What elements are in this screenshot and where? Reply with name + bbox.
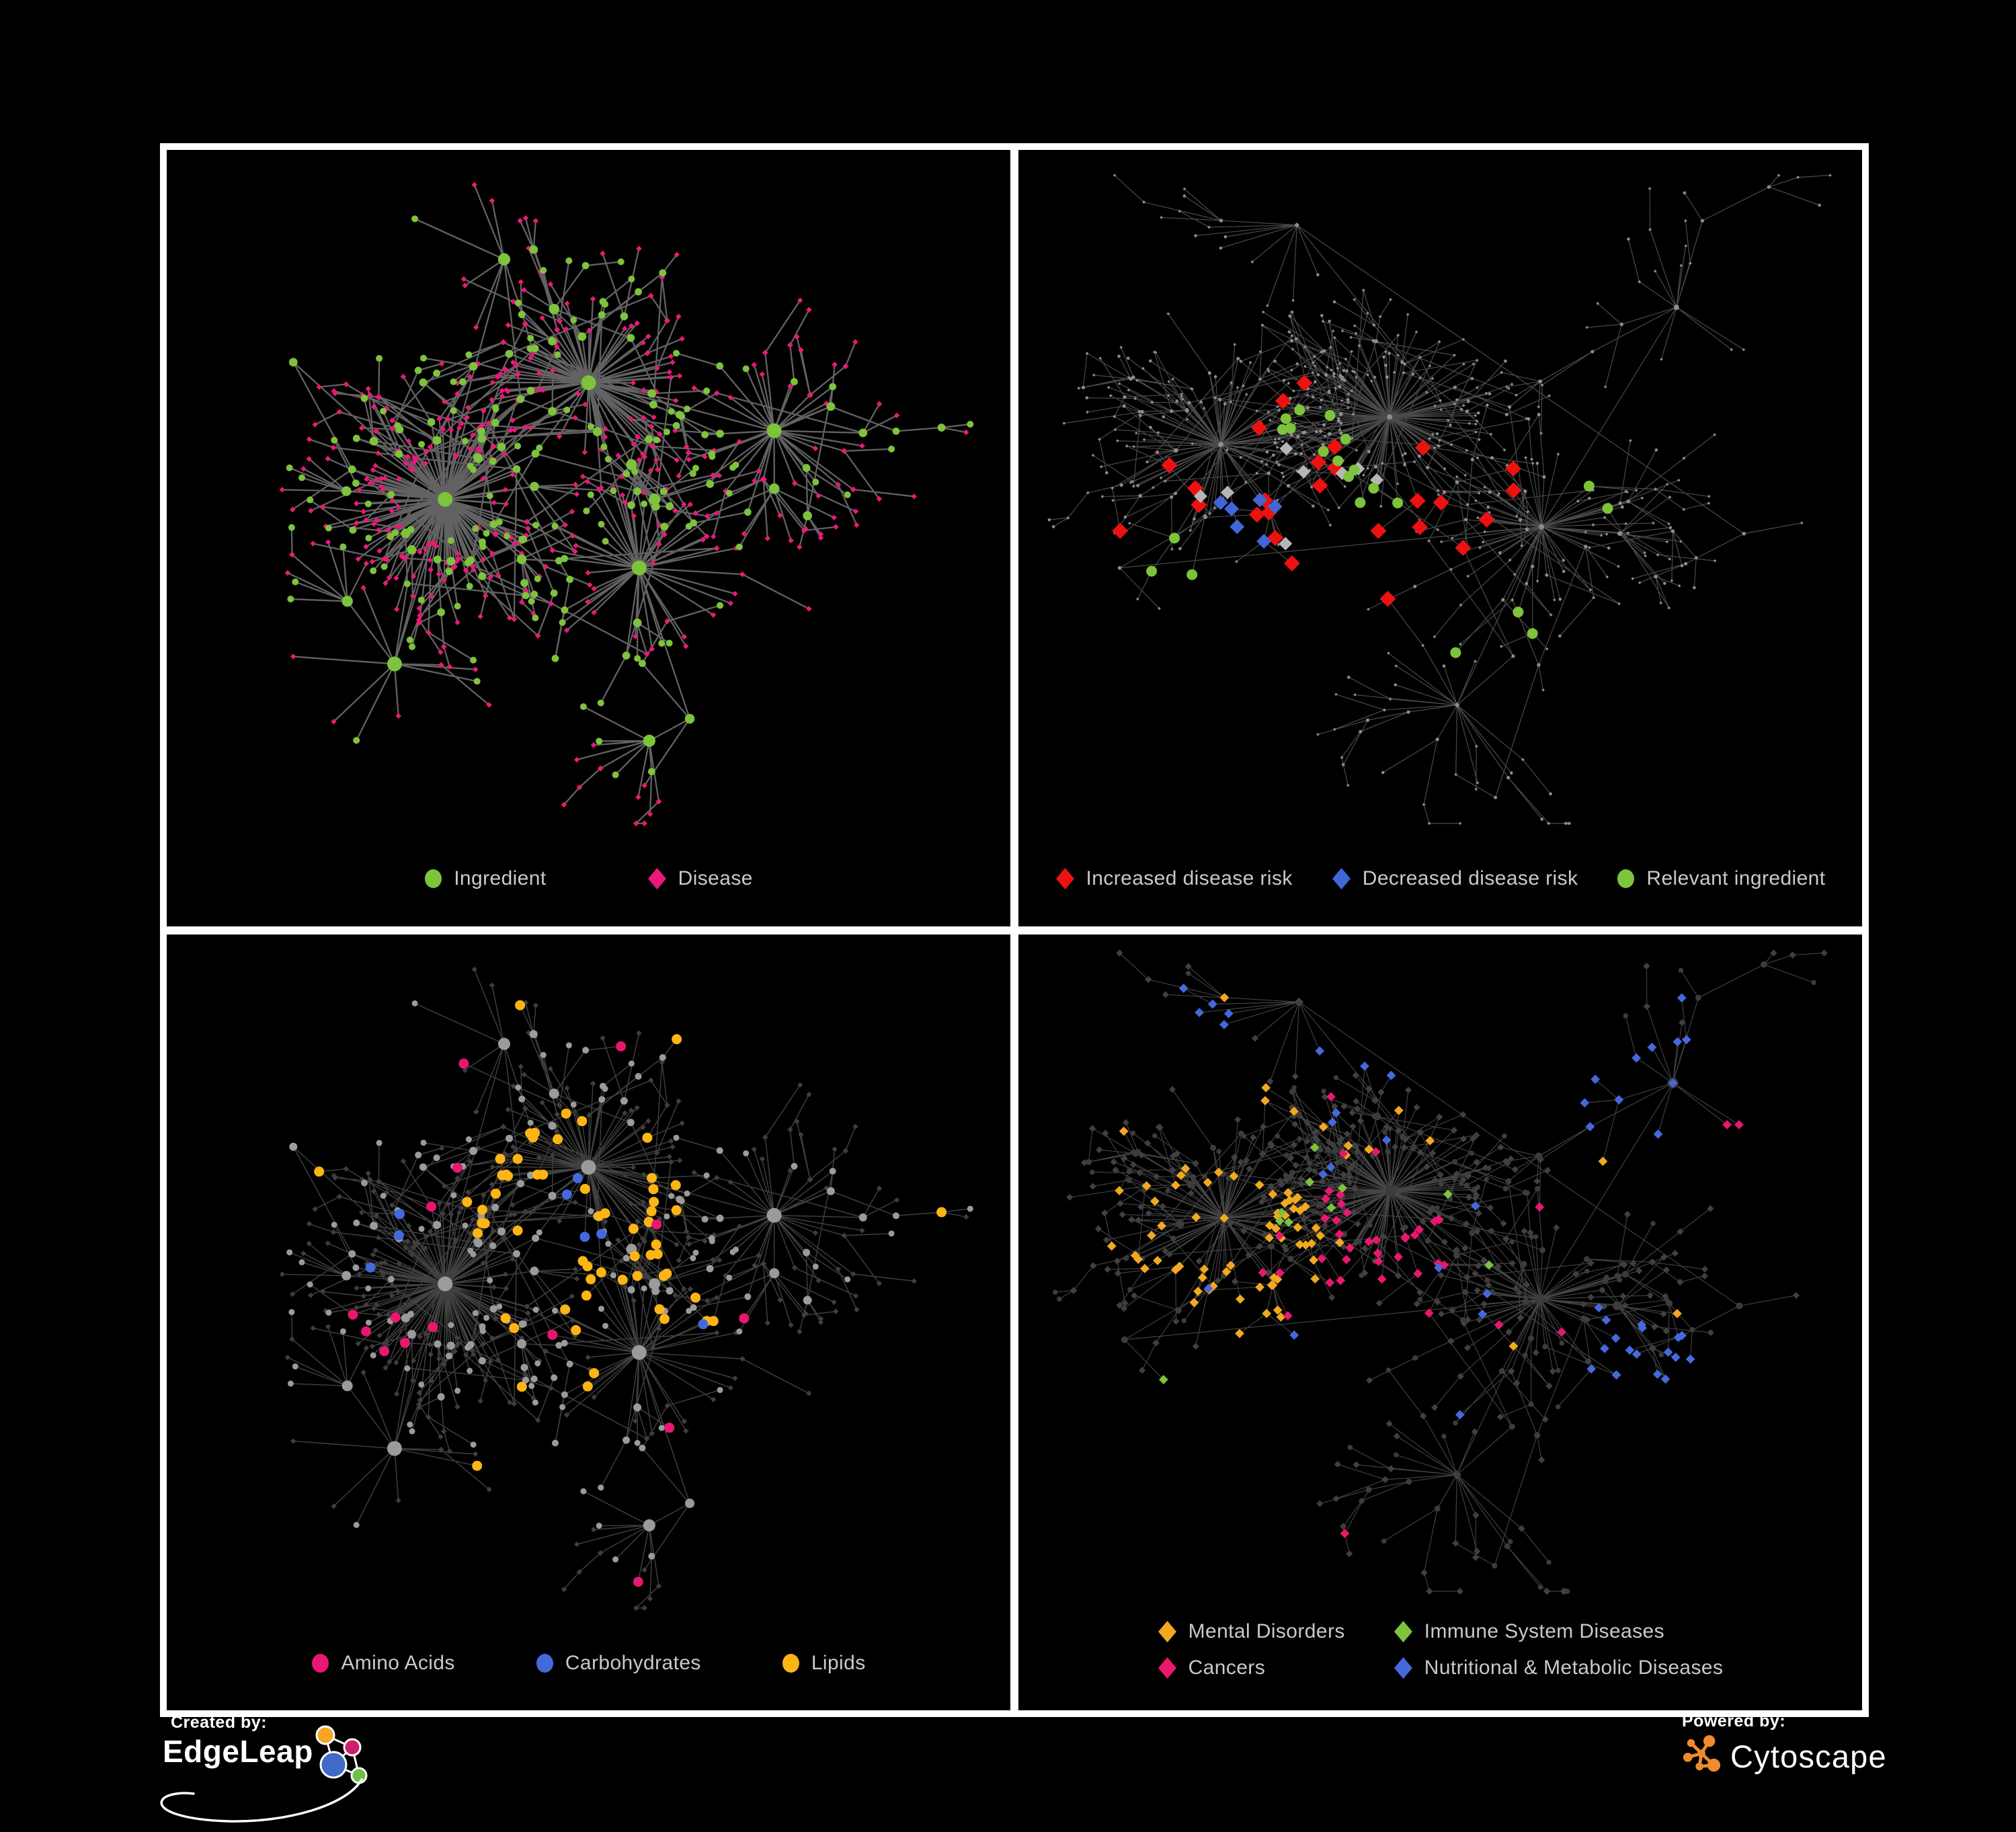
network-edges [1055,952,1824,1591]
legend-diamond-swatch [1332,868,1350,889]
legend-circle-swatch [425,869,442,888]
legend-diamond-swatch [647,868,666,889]
legend-item-decreased-disease-risk: Decreased disease risk [1332,867,1578,890]
legend-label: Amino Acids [341,1651,455,1674]
legend-label: Immune System Diseases [1424,1620,1664,1642]
network-disease-categories [1052,949,1828,1595]
legend-diamond-swatch [1394,1621,1412,1642]
edgeleap-branding: Created by: EdgeLeap [160,1713,378,1823]
highlight-nodes [314,1000,947,1471]
legend-item-amino-acids: Amino Acids [311,1652,454,1675]
highlight-diamond-nodes [1178,983,1695,1419]
network-diamond-nodes [279,182,969,827]
created-by-label: Created by: [171,1713,268,1732]
network-nutrient-classes [279,966,973,1611]
highlight-diamond-nodes [1106,992,1682,1351]
legend-label: Carbohydrates [565,1651,701,1674]
legend-circle-swatch [782,1653,799,1673]
legend-label: Disease [678,867,753,889]
legend-circle-swatch [536,1653,553,1673]
legend-label: Cancers [1188,1657,1266,1679]
network-nodes [286,215,974,779]
network-nodes [286,1000,973,1562]
network-diamond-nodes [1066,949,1828,1595]
network-nodes [1047,185,1821,826]
network-diamond-nodes [1062,173,1832,826]
panel-disease-risk: Increased disease risk Decreased disease … [1018,150,1862,926]
legend-disease-categories: Mental Disorders Immune System Diseases Ca… [1018,1609,1862,1710]
panel-ingredient-disease: Ingredient Disease [167,150,1010,926]
legend-diamond-swatch [1055,868,1074,889]
network-ingredient-disease [279,182,974,827]
legend-disease-risk: Increased disease risk Decreased disease … [1018,849,1862,926]
legend-label: Ingredient [454,867,547,889]
legend-item-mental-disorders: Mental Disorders [1158,1620,1345,1643]
cytoscape-branding: Powered by: Cytoscape [1682,1712,1887,1777]
legend-circle-swatch [312,1653,329,1673]
legend-item-increased-disease-risk: Increased disease risk [1055,867,1293,890]
legend-item-cancers: Cancers [1158,1657,1345,1679]
network-edges [282,184,971,824]
legend-item-carbohydrates: Carbohydrates [536,1652,701,1675]
legend-label: Decreased disease risk [1362,867,1578,889]
legend-item-relevant-ingredient: Relevant ingredient [1617,867,1825,890]
highlight-nodes [348,1041,750,1587]
legend-label: Nutritional & Metabolic Diseases [1424,1657,1724,1679]
legend-nutrient-classes: Amino Acids Carbohydrates Lipids [167,1633,1010,1710]
figure-frame: Ingredient Disease Increased disease risk… [160,143,1869,1717]
legend-label: Mental Disorders [1188,1620,1345,1642]
legend-label: Relevant ingredient [1646,867,1826,889]
network-diamond-nodes [279,966,969,1611]
legend-label: Lipids [811,1651,866,1674]
legend-diamond-swatch [1158,1657,1176,1679]
legend-circle-swatch [1617,869,1635,888]
legend-diamond-swatch [1158,1621,1176,1642]
cytoscape-wordmark: Cytoscape [1730,1738,1887,1774]
legend-item-nutritional-metabolic-diseases: Nutritional & Metabolic Diseases [1394,1657,1724,1679]
legend-item-ingredient: Ingredient [424,867,546,890]
highlight-nodes [365,1172,709,1329]
legend-item-immune-system-diseases: Immune System Diseases [1394,1620,1724,1643]
network-disease-risk [1047,173,1832,826]
highlight-diamond-nodes [1258,1091,1744,1538]
legend-ingredient-disease: Ingredient Disease [167,849,1010,926]
legend-item-lipids: Lipids [782,1652,866,1675]
highlight-diamond-nodes [1112,374,1522,607]
panel-nutrient-classes: Amino Acids Carbohydrates Lipids [167,934,1010,1710]
network-nodes [1052,961,1816,1594]
powered-by-label: Powered by: [1682,1712,1786,1730]
cytoscape-logo-icon [1683,1735,1721,1772]
legend-label: Increased disease risk [1086,867,1293,889]
highlight-nodes [1146,404,1613,658]
edgeleap-logo-icon [315,1725,368,1784]
edgeleap-wordmark: EdgeLeap [163,1734,313,1769]
highlight-diamond-nodes [1213,492,1283,549]
panel-disease-categories: Mental Disorders Immune System Diseases Ca… [1018,934,1862,1710]
highlight-diamond-nodes [1194,442,1383,551]
legend-diamond-swatch [1394,1657,1412,1679]
legend-item-disease: Disease [647,867,753,890]
